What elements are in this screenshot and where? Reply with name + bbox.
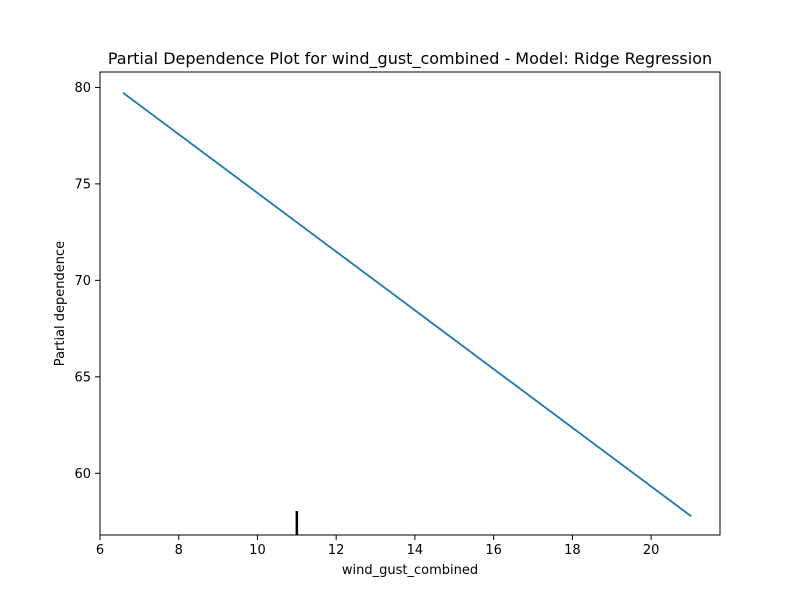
x-tick-label: 6: [96, 543, 104, 558]
chart-title: Partial Dependence Plot for wind_gust_co…: [108, 49, 712, 69]
x-axis: 6 8 10 12 14 16 18 20: [96, 535, 660, 558]
x-tick-label: 18: [564, 543, 581, 558]
y-axis-label: Partial dependence: [53, 241, 68, 366]
x-tick-label: 16: [485, 543, 502, 558]
y-tick-label: 75: [74, 177, 91, 192]
plot-frame: [99, 71, 721, 536]
y-tick-label: 60: [74, 467, 91, 482]
y-axis: 60 65 70 75 80: [74, 81, 100, 482]
x-tick-label: 14: [407, 543, 424, 558]
x-tick-label: 12: [328, 543, 345, 558]
x-tick-label: 20: [643, 543, 660, 558]
x-tick-label: 8: [175, 543, 183, 558]
y-tick-label: 65: [74, 370, 91, 385]
x-axis-label: wind_gust_combined: [342, 563, 478, 578]
plot-area: [99, 71, 721, 536]
y-tick-label: 80: [74, 81, 91, 96]
series-layer: [122, 91, 692, 517]
x-tick-label: 10: [249, 543, 266, 558]
partial-dependence-line: [122, 91, 692, 517]
y-tick-label: 70: [74, 274, 91, 289]
